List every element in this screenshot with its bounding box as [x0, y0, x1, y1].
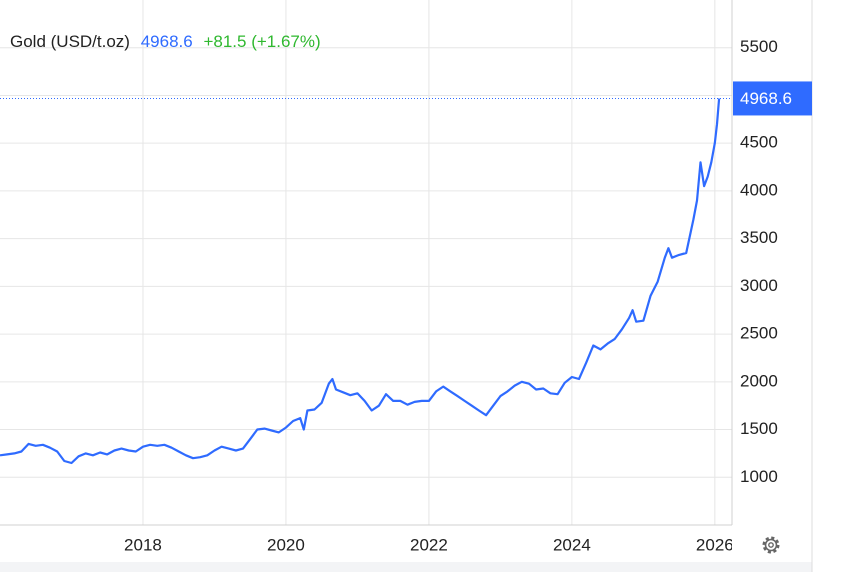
y-tick-label: 4000 — [740, 180, 778, 199]
x-tick-label: 2026 — [696, 535, 734, 554]
x-tick-label: 2018 — [124, 535, 162, 554]
price-line — [0, 98, 721, 465]
header: Gold (USD/t.oz) 4968.6 +81.5 (+1.67%) — [10, 32, 321, 51]
gear-hub — [768, 542, 774, 548]
y-tick-label: 5500 — [740, 37, 778, 56]
x-tick-label: 2022 — [410, 535, 448, 554]
y-tick-label: 3000 — [740, 276, 778, 295]
price-tag — [733, 81, 812, 116]
settings-icon[interactable] — [762, 536, 780, 554]
chart-title: Gold (USD/t.oz) — [10, 32, 130, 51]
last-price: 4968.6 — [141, 32, 193, 51]
footer-strip — [0, 562, 812, 572]
gear-ring — [764, 538, 778, 552]
y-tick-label: 2500 — [740, 324, 778, 343]
gear-teeth — [762, 536, 780, 554]
y-tick-label: 4500 — [740, 133, 778, 152]
y-tick-label: 3500 — [740, 228, 778, 247]
y-tick-label: 1000 — [740, 467, 778, 486]
y-tick-label: 2000 — [740, 371, 778, 390]
x-tick-label: 2024 — [553, 535, 591, 554]
price-change: +81.5 (+1.67%) — [203, 32, 320, 51]
x-tick-label: 2020 — [267, 535, 305, 554]
price-tag-label: 4968.6 — [740, 89, 792, 108]
y-tick-label: 1500 — [740, 419, 778, 438]
